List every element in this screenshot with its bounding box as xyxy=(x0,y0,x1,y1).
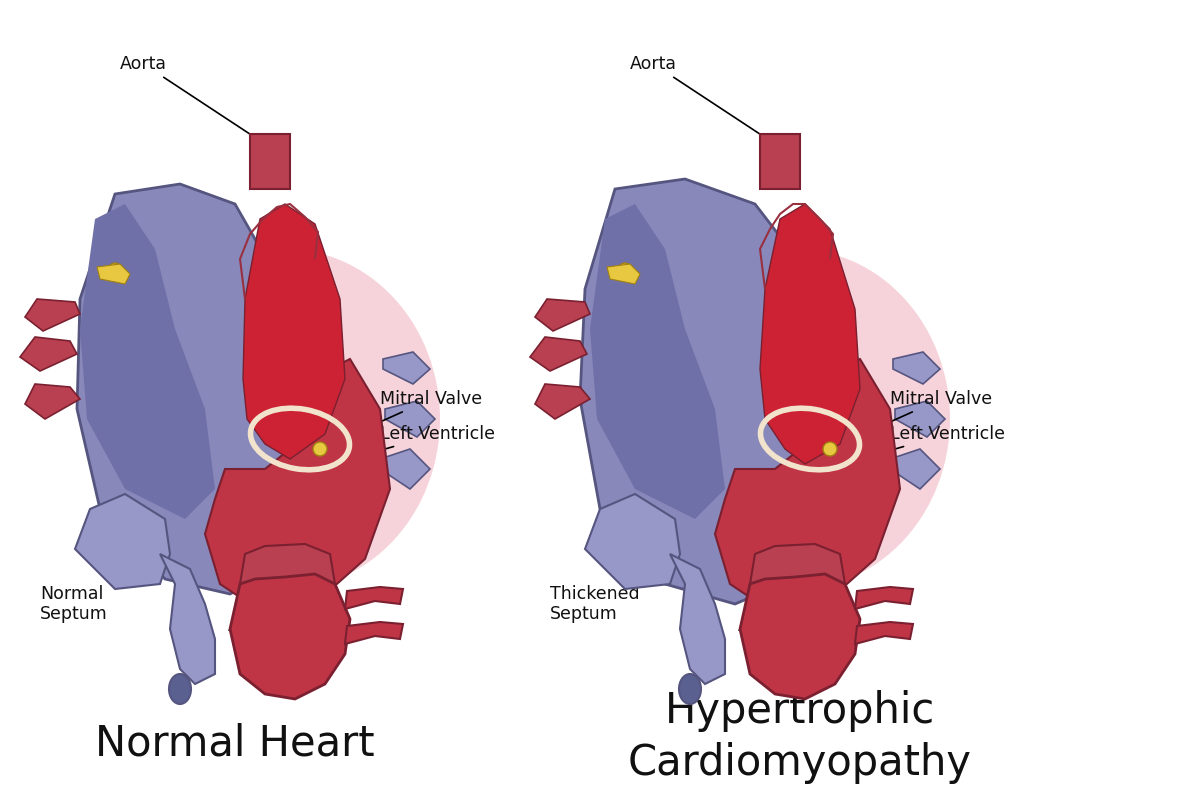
Text: Apex: Apex xyxy=(228,561,272,635)
Text: Thickened
Septum: Thickened Septum xyxy=(550,575,648,624)
Circle shape xyxy=(619,263,631,275)
Circle shape xyxy=(823,442,838,456)
Ellipse shape xyxy=(640,249,950,589)
Polygon shape xyxy=(607,264,640,284)
Polygon shape xyxy=(580,179,860,604)
Polygon shape xyxy=(380,449,430,489)
Circle shape xyxy=(109,263,121,275)
Polygon shape xyxy=(242,204,346,459)
Polygon shape xyxy=(230,574,350,699)
Polygon shape xyxy=(895,401,946,437)
Polygon shape xyxy=(205,359,390,614)
Polygon shape xyxy=(535,299,590,331)
Polygon shape xyxy=(893,352,940,384)
Circle shape xyxy=(313,442,326,456)
Ellipse shape xyxy=(169,674,191,704)
Polygon shape xyxy=(760,134,800,189)
Polygon shape xyxy=(80,204,215,519)
Text: Aorta: Aorta xyxy=(630,55,773,142)
Ellipse shape xyxy=(679,674,701,704)
Text: Aorta: Aorta xyxy=(120,55,263,142)
Polygon shape xyxy=(760,204,860,464)
Text: Left Ventricle: Left Ventricle xyxy=(318,425,496,468)
Polygon shape xyxy=(74,494,170,589)
Text: Normal
Septum: Normal Septum xyxy=(40,575,138,624)
Ellipse shape xyxy=(130,249,440,589)
Polygon shape xyxy=(250,134,290,189)
Polygon shape xyxy=(740,574,860,699)
Text: Apex: Apex xyxy=(738,561,782,635)
Polygon shape xyxy=(670,554,725,684)
Text: Left Ventricle: Left Ventricle xyxy=(828,425,1006,468)
Polygon shape xyxy=(715,359,900,614)
Polygon shape xyxy=(346,587,403,609)
Polygon shape xyxy=(890,449,940,489)
Polygon shape xyxy=(530,337,587,371)
Polygon shape xyxy=(854,622,913,644)
Polygon shape xyxy=(25,299,80,331)
Polygon shape xyxy=(383,352,430,384)
Polygon shape xyxy=(97,264,130,284)
Polygon shape xyxy=(750,544,845,584)
Polygon shape xyxy=(535,384,590,419)
Text: Mitral Valve: Mitral Valve xyxy=(323,390,482,448)
Text: Mitral Valve: Mitral Valve xyxy=(833,390,992,448)
Text: Normal Heart: Normal Heart xyxy=(95,723,374,765)
Polygon shape xyxy=(160,554,215,684)
Polygon shape xyxy=(854,587,913,609)
Polygon shape xyxy=(590,204,725,519)
Polygon shape xyxy=(25,384,80,419)
Polygon shape xyxy=(20,337,77,371)
Polygon shape xyxy=(77,184,335,594)
Text: Hypertrophic
Cardiomyopathy: Hypertrophic Cardiomyopathy xyxy=(628,690,972,784)
Polygon shape xyxy=(385,401,436,437)
Polygon shape xyxy=(240,544,335,584)
Polygon shape xyxy=(346,622,403,644)
Polygon shape xyxy=(586,494,680,589)
